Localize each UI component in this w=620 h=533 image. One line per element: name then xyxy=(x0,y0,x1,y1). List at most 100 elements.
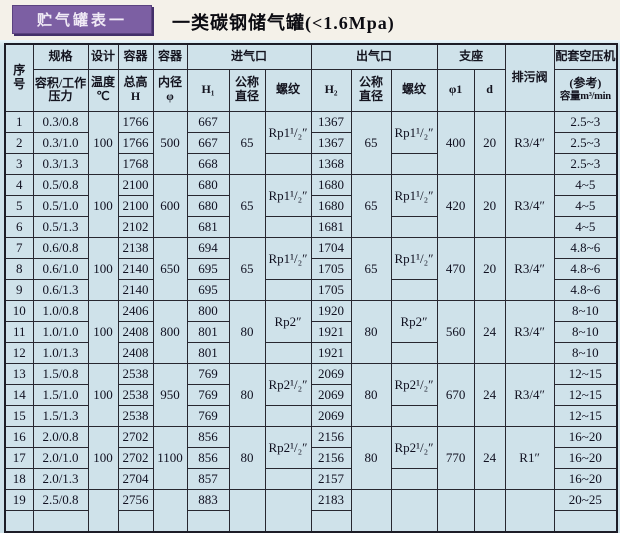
cell-inlet-h1: 857 xyxy=(186,467,230,490)
cell-spec: 1.5/0.8 xyxy=(32,362,89,385)
cell-support-phi1: 560 xyxy=(436,299,475,364)
cell-outlet-h2: 1368 xyxy=(310,152,352,175)
cell-seq: 17 xyxy=(4,446,34,469)
cell-capacity: 8~10 xyxy=(553,320,618,343)
col-group-design: 设计 xyxy=(87,43,119,70)
cell-spec: 2.0/0.8 xyxy=(32,425,89,448)
cell-total-height: 2408 xyxy=(117,320,154,343)
cell-outlet-nominal-dia: 65 xyxy=(350,173,392,238)
cell-inner-dia xyxy=(152,488,188,532)
cell-inner-dia: 600 xyxy=(152,173,188,238)
table-header: 序 号 规格 设计 容器 容器 进气口 出气口 支座 排污阀 配套空压机 容积/… xyxy=(4,43,618,112)
cell-inlet-h1: 769 xyxy=(186,362,230,385)
col-header-outlet-thread: 螺纹 xyxy=(390,68,438,112)
cell-outlet-h2: 2069 xyxy=(310,404,352,427)
design-temp-line2: ℃ xyxy=(96,89,110,103)
table-row: 2 0.3/1.0 1766 667 1367 2.5~3 xyxy=(4,131,618,154)
cell-inlet-thread: Rp1¹/₂″ xyxy=(264,110,312,154)
cell-spec: 0.3/1.3 xyxy=(32,152,89,175)
design-temp-line1: 温度 xyxy=(90,75,115,90)
cell-inlet-h1: 856 xyxy=(186,425,230,448)
cell-seq: 5 xyxy=(4,194,34,217)
cell-outlet-thread xyxy=(390,404,438,427)
cell-seq: 13 xyxy=(4,362,34,385)
cell-inlet-thread xyxy=(264,467,312,490)
cell-inner-dia: 650 xyxy=(152,236,188,301)
cell-outlet-h2: 1367 xyxy=(310,131,352,154)
cell-total-height: 2100 xyxy=(117,173,154,196)
cell-total-height: 2538 xyxy=(117,383,154,406)
table-row: 3 0.3/1.3 1768 668 1368 2.5~3 xyxy=(4,152,618,175)
cell-inlet-h1: 801 xyxy=(186,320,230,343)
cell-seq: 1 xyxy=(4,110,34,133)
cell-capacity: 16~20 xyxy=(553,446,618,469)
table-row: 1 0.3/0.8 100 1766 500 667 65 Rp1¹/₂″ 1367 65 Rp1¹… xyxy=(4,110,618,175)
cell-capacity: 4.8~6 xyxy=(553,257,618,280)
cell-design-temp: 100 xyxy=(87,425,119,490)
cell-spec: 0.3/1.0 xyxy=(32,131,89,154)
cell-outlet-h2: 2156 xyxy=(310,446,352,469)
cell-design-temp: 100 xyxy=(87,173,119,238)
cell-spec: 2.5/0.8 xyxy=(32,488,89,511)
cell-support-d: 20 xyxy=(473,110,506,175)
cell-seq: 7 xyxy=(4,236,34,259)
inlet-nominal-dia-line2: 直径 xyxy=(234,89,259,103)
cell-outlet-h2: 1680 xyxy=(310,194,352,217)
cell-support-phi1: 420 xyxy=(436,173,475,238)
cell-outlet-thread: Rp1¹/₂″ xyxy=(390,110,438,154)
cell-inlet-nominal-dia: 65 xyxy=(228,110,266,175)
cell-seq: 11 xyxy=(4,320,34,343)
cell-support-d: 24 xyxy=(473,299,506,364)
cell-capacity: 4~5 xyxy=(553,215,618,238)
cell-outlet-h2: 1367 xyxy=(310,110,352,133)
cell-inlet-h1: 883 xyxy=(186,488,230,511)
cell-support-phi1: 400 xyxy=(436,110,475,175)
cell-capacity: 4.8~6 xyxy=(553,278,618,301)
cell-seq: 9 xyxy=(4,278,34,301)
cell-inlet-h1: 694 xyxy=(186,236,230,259)
cell-outlet-h2: 1921 xyxy=(310,341,352,364)
cell-inlet-h1: 680 xyxy=(186,173,230,196)
cell-seq: 6 xyxy=(4,215,34,238)
cell-seq: 16 xyxy=(4,425,34,448)
table-row: 13 1.5/0.8 100 2538 950 769 80 Rp2¹/₂″ 2069 80 Rp2… xyxy=(4,362,618,427)
cell-inlet-h1: 680 xyxy=(186,194,230,217)
col-header-total-height: 总高 H xyxy=(117,68,154,112)
cell-support-d: 20 xyxy=(473,173,506,238)
title-band: 贮气罐表一 一类碳钢储气罐(<1.6Mpa) xyxy=(0,0,620,40)
cell-spec xyxy=(32,509,89,532)
col-group-vessel-height: 容器 xyxy=(117,43,154,70)
cell-inner-dia: 1100 xyxy=(152,425,188,490)
cell-seq: 10 xyxy=(4,299,34,322)
col-header-support-phi1: φ1 xyxy=(436,68,475,112)
cell-spec: 0.6/1.3 xyxy=(32,278,89,301)
cell-inlet-h1: 667 xyxy=(186,110,230,133)
cell-support-d: 24 xyxy=(473,362,506,427)
cell-inlet-nominal-dia: 80 xyxy=(228,299,266,364)
cell-total-height: 2756 xyxy=(117,488,154,511)
cell-capacity: 4.8~6 xyxy=(553,236,618,259)
col-header-outlet-nominal-dia: 公称 直径 xyxy=(350,68,392,112)
col-header-inlet-h1: H₁ xyxy=(186,68,230,112)
cell-inlet-nominal-dia: 65 xyxy=(228,236,266,301)
cell-support-phi1: 470 xyxy=(436,236,475,301)
col-header-support-d: d xyxy=(473,68,506,112)
cell-outlet-thread xyxy=(390,278,438,301)
cell-outlet-thread: Rp2″ xyxy=(390,299,438,343)
cell-outlet-thread xyxy=(390,152,438,175)
cell-capacity: 20~25 xyxy=(553,488,618,511)
table-row: 10 1.0/0.8 100 2406 800 800 80 Rp2″ 1920 80 Rp2″ 56… xyxy=(4,299,618,364)
cell-seq: 8 xyxy=(4,257,34,280)
cell-total-height: 2704 xyxy=(117,467,154,490)
cell-capacity: 4~5 xyxy=(553,173,618,196)
col-header-seq: 序 号 xyxy=(4,43,34,112)
cell-outlet-nominal-dia: 80 xyxy=(350,299,392,364)
cell-inlet-nominal-dia: 80 xyxy=(228,362,266,427)
cell-outlet-nominal-dia: 80 xyxy=(350,425,392,490)
cell-total-height: 2140 xyxy=(117,257,154,280)
cell-spec: 0.5/1.0 xyxy=(32,194,89,217)
cell-drain-valve: R3/4″ xyxy=(504,110,555,175)
cell-inlet-thread xyxy=(264,215,312,238)
page-title: 一类碳钢储气罐(<1.6Mpa) xyxy=(172,13,395,33)
cell-inlet-thread xyxy=(264,341,312,364)
